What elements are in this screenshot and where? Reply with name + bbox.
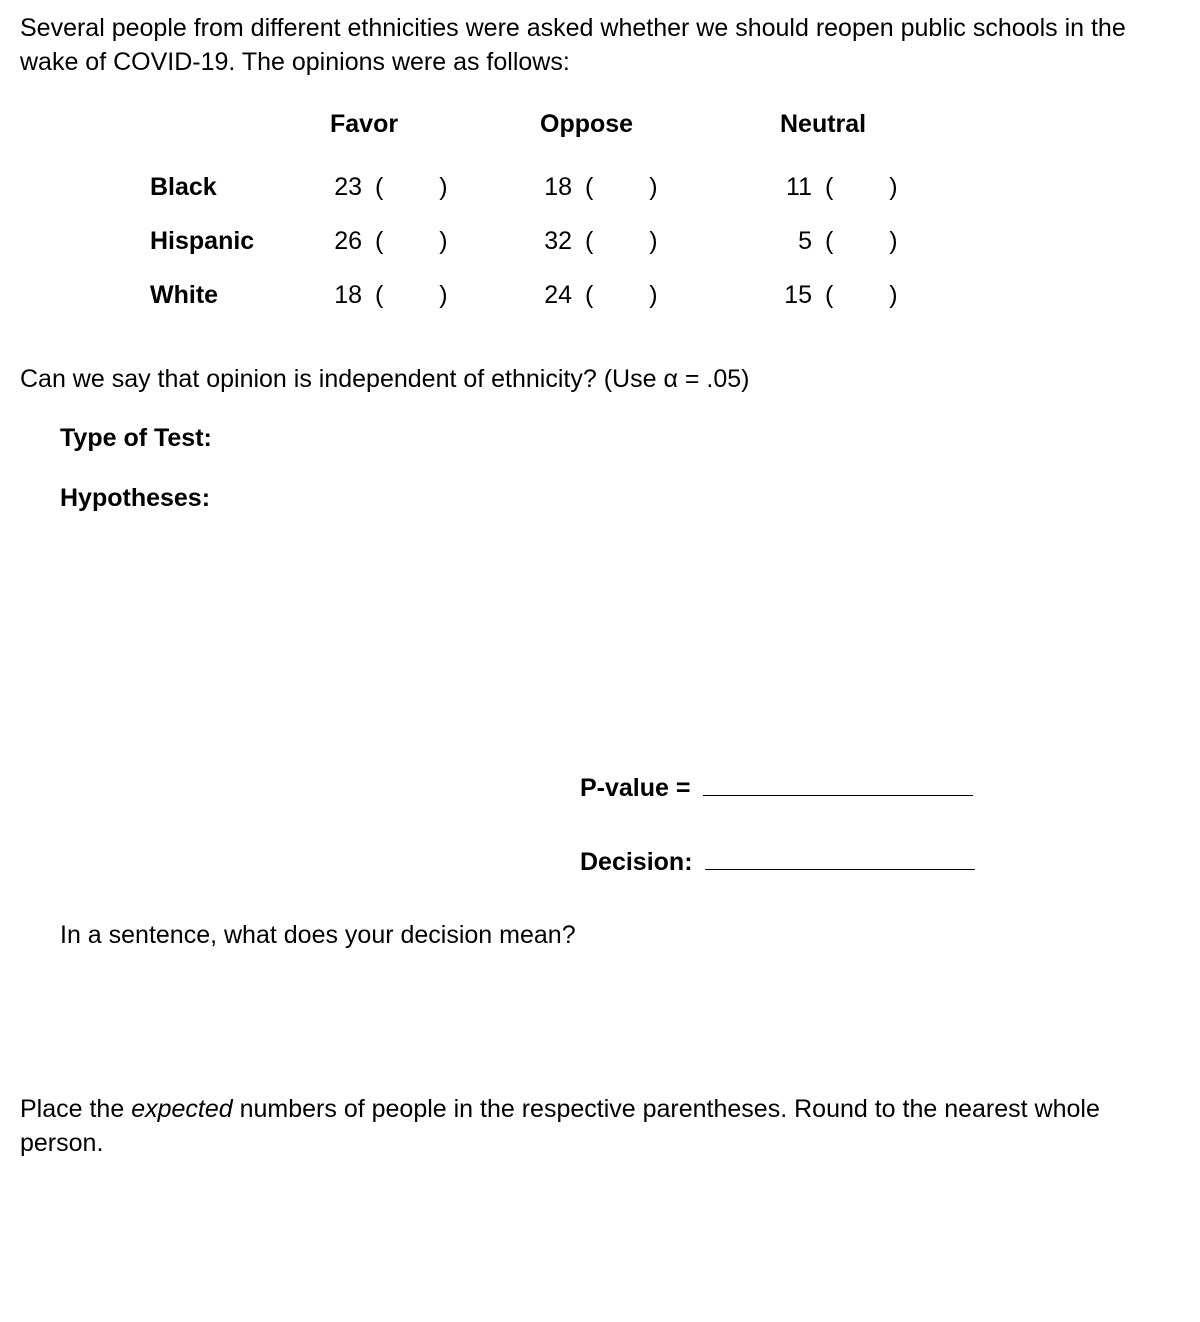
col-header: Favor <box>330 108 540 162</box>
table-row: White 18 ( ) 24 ( ) 15 ( ) <box>150 269 950 323</box>
footer-italic: expected <box>131 1095 232 1123</box>
expected-blank: ( ) <box>579 281 660 309</box>
table-row: Black 23 ( ) 18 ( ) 11 ( ) <box>150 161 950 215</box>
question-text: Can we say that opinion is independent o… <box>20 363 1180 397</box>
data-table-wrap: Favor Oppose Neutral Black 23 ( ) 18 ( )… <box>150 108 1180 323</box>
cell-value: 5 <box>780 225 812 259</box>
table-cell: 24 ( ) <box>540 269 780 323</box>
sentence-prompt: In a sentence, what does your decision m… <box>60 919 1180 953</box>
expected-blank: ( ) <box>369 281 450 309</box>
type-of-test-label: Type of Test: <box>60 422 1180 456</box>
table-cell: 11 ( ) <box>780 161 950 215</box>
pvalue-row: P-value = <box>580 772 1180 806</box>
table-cell: 18 ( ) <box>540 161 780 215</box>
data-table: Favor Oppose Neutral Black 23 ( ) 18 ( )… <box>150 108 950 323</box>
cell-value: 26 <box>330 225 362 259</box>
intro-text: Several people from different ethnicitie… <box>20 12 1180 80</box>
expected-blank: ( ) <box>819 281 900 309</box>
row-label: White <box>150 269 330 323</box>
table-cell: 18 ( ) <box>330 269 540 323</box>
cell-value: 24 <box>540 279 572 313</box>
table-cell: 5 ( ) <box>780 215 950 269</box>
expected-blank: ( ) <box>579 173 660 201</box>
col-header: Neutral <box>780 108 950 162</box>
row-label: Hispanic <box>150 215 330 269</box>
cell-value: 18 <box>330 279 362 313</box>
table-row: Hispanic 26 ( ) 32 ( ) 5 ( ) <box>150 215 950 269</box>
expected-blank: ( ) <box>819 227 900 255</box>
pvalue-label: P-value = <box>580 774 690 802</box>
cell-value: 23 <box>330 171 362 205</box>
hypotheses-label: Hypotheses: <box>60 482 1180 516</box>
cell-value: 32 <box>540 225 572 259</box>
pvalue-blank <box>703 795 973 796</box>
col-header: Oppose <box>540 108 780 162</box>
decision-row: Decision: <box>580 846 1180 880</box>
cell-value: 18 <box>540 171 572 205</box>
table-cell: 26 ( ) <box>330 215 540 269</box>
table-header-row: Favor Oppose Neutral <box>150 108 950 162</box>
decision-label: Decision: <box>580 848 693 876</box>
expected-blank: ( ) <box>579 227 660 255</box>
footer-text: Place the expected numbers of people in … <box>20 1093 1180 1161</box>
expected-blank: ( ) <box>369 227 450 255</box>
cell-value: 15 <box>780 279 812 313</box>
footer-pre: Place the <box>20 1095 131 1123</box>
decision-blank <box>705 869 975 870</box>
expected-blank: ( ) <box>369 173 450 201</box>
cell-value: 11 <box>780 171 812 205</box>
table-cell: 23 ( ) <box>330 161 540 215</box>
table-cell: 32 ( ) <box>540 215 780 269</box>
row-label: Black <box>150 161 330 215</box>
expected-blank: ( ) <box>819 173 900 201</box>
table-cell: 15 ( ) <box>780 269 950 323</box>
